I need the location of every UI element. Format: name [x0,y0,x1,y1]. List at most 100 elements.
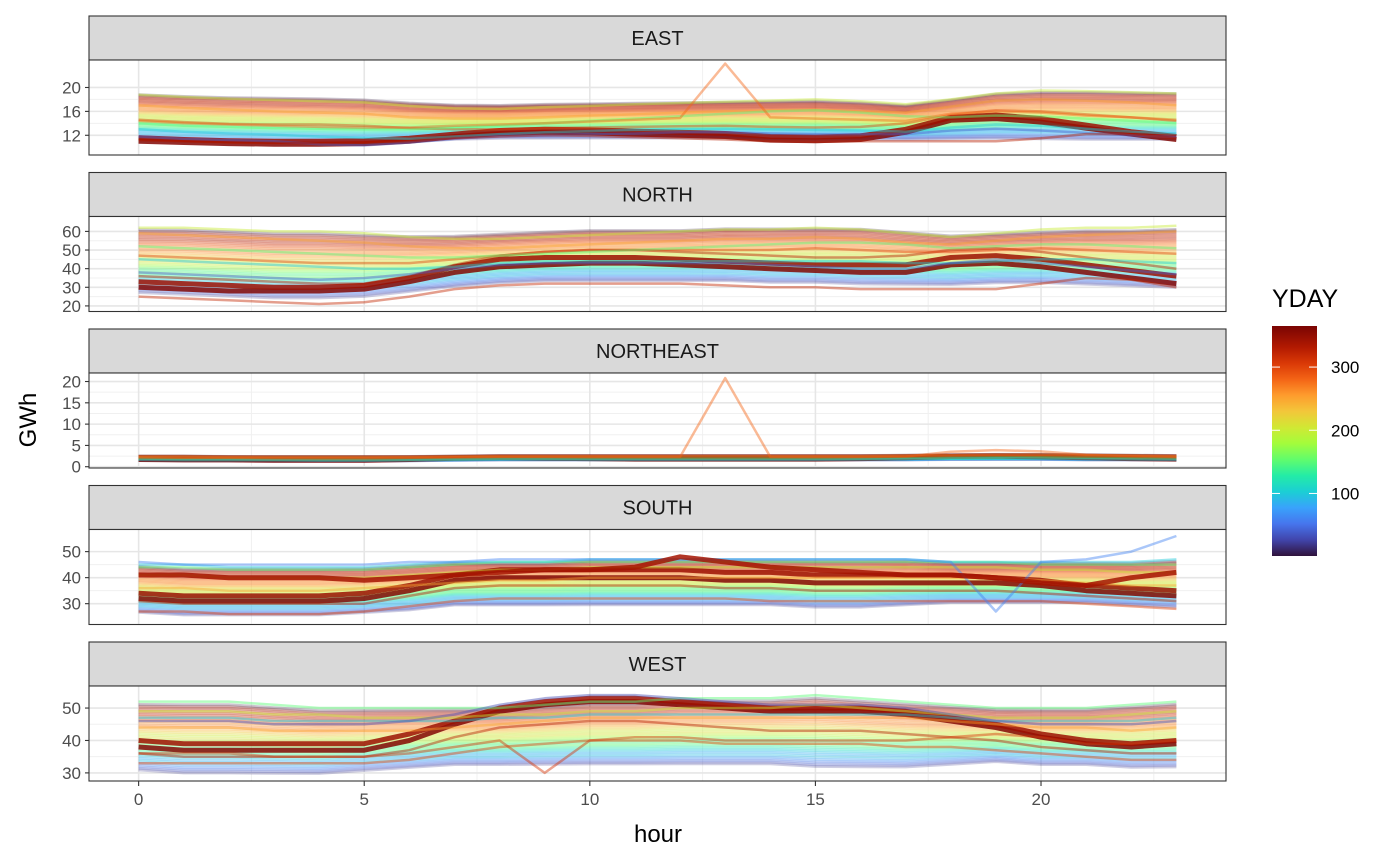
day-line [138,100,1177,114]
day-line [138,703,1177,719]
day-line [138,757,1177,772]
day-line [138,747,1177,761]
y-tick-label: 50 [62,543,81,562]
day-line [138,106,1177,119]
x-tick-label: 10 [580,790,599,809]
y-axis-title: GWh [15,393,42,448]
day-line [138,712,1177,727]
day-line [138,241,1177,259]
day-line [138,112,1177,144]
day-line [138,121,1177,131]
day-line [138,244,1177,258]
day-line [138,716,1177,732]
day-line [138,125,1177,134]
x-tick-label: 0 [134,790,143,809]
y-tick-label: 15 [62,394,81,413]
day-line [138,598,1177,613]
day-line [138,558,1177,569]
panel-lines [138,376,1177,463]
x-axis: 0 5 10 15 20 [134,781,1050,809]
day-line [138,736,1177,750]
day-line [138,592,1177,606]
day-line [138,247,1177,261]
y-tick-label: 12 [62,126,81,145]
day-line [138,279,1177,300]
legend-tick-label: 100 [1331,484,1359,503]
y-tick-label: 20 [62,373,81,392]
day-line [138,258,1177,270]
day-line [138,99,1177,114]
day-line [138,235,1177,247]
day-line [138,705,1177,721]
day-line [138,554,1177,588]
panel-lines [138,693,1177,775]
day-line [138,595,1177,610]
facet-strip-label: NORTH [622,185,693,207]
facet-strip [88,328,1227,374]
day-line [138,746,1177,759]
day-line [138,749,1177,763]
day-line [138,276,1177,297]
day-line [138,246,1177,285]
x-tick-label: 15 [806,790,825,809]
panel-lines [138,534,1177,617]
day-line [138,230,1177,241]
y-tick-label: 50 [62,699,81,718]
y-tick-label: 40 [62,260,81,279]
day-line [138,132,1177,145]
day-line [138,456,1177,463]
day-line [138,91,1177,108]
day-line [138,240,1177,253]
day-line [138,453,1177,461]
day-line [138,95,1177,111]
day-line [138,752,1177,766]
day-line [138,584,1177,605]
day-line [138,98,1177,113]
day-line [138,109,1177,121]
day-line [138,234,1177,246]
day-line [138,104,1177,117]
day-line [138,744,1177,758]
day-line [138,232,1177,244]
y-tick-label: 40 [62,569,81,588]
y-tick-label: 40 [62,731,81,750]
day-line [138,265,1177,283]
day-line [138,107,1177,120]
day-line [138,713,1177,723]
panel-east: EAST 12 16 20 [62,15,1227,156]
x-tick-label: 5 [359,790,368,809]
day-line [138,127,1177,147]
day-line [138,102,1177,116]
day-line [138,456,1177,461]
day-line [138,599,1177,615]
day-line [138,120,1177,130]
day-line [138,758,1177,774]
legend-colorbar [1272,326,1317,556]
day-line [138,124,1177,133]
day-line [138,750,1177,764]
panel-northeast: NORTHEAST 0 5 10 15 20 [62,328,1227,477]
day-line [138,693,1177,710]
y-tick-label: 16 [62,102,81,121]
day-line [138,702,1177,718]
day-line [138,572,1177,585]
day-line [138,601,1177,617]
y-tick-label: 60 [62,222,81,241]
facet-panels: EAST121620NORTH2030405060NORTHEAST051015… [62,15,1227,783]
y-tick-label: 30 [62,764,81,783]
day-line [138,753,1177,767]
panel-lines [138,224,1177,306]
day-line [138,98,1177,120]
legend-title: YDAY [1272,285,1339,313]
day-line [138,123,1177,141]
panel-border [88,215,1227,313]
day-line [138,236,1177,248]
legend-ticks: 100 200 300 [1272,358,1359,503]
day-line [138,276,1177,306]
day-line [138,228,1177,240]
day-line [138,108,1177,131]
day-line [138,714,1177,729]
day-line [138,719,1177,758]
day-line [138,96,1177,112]
